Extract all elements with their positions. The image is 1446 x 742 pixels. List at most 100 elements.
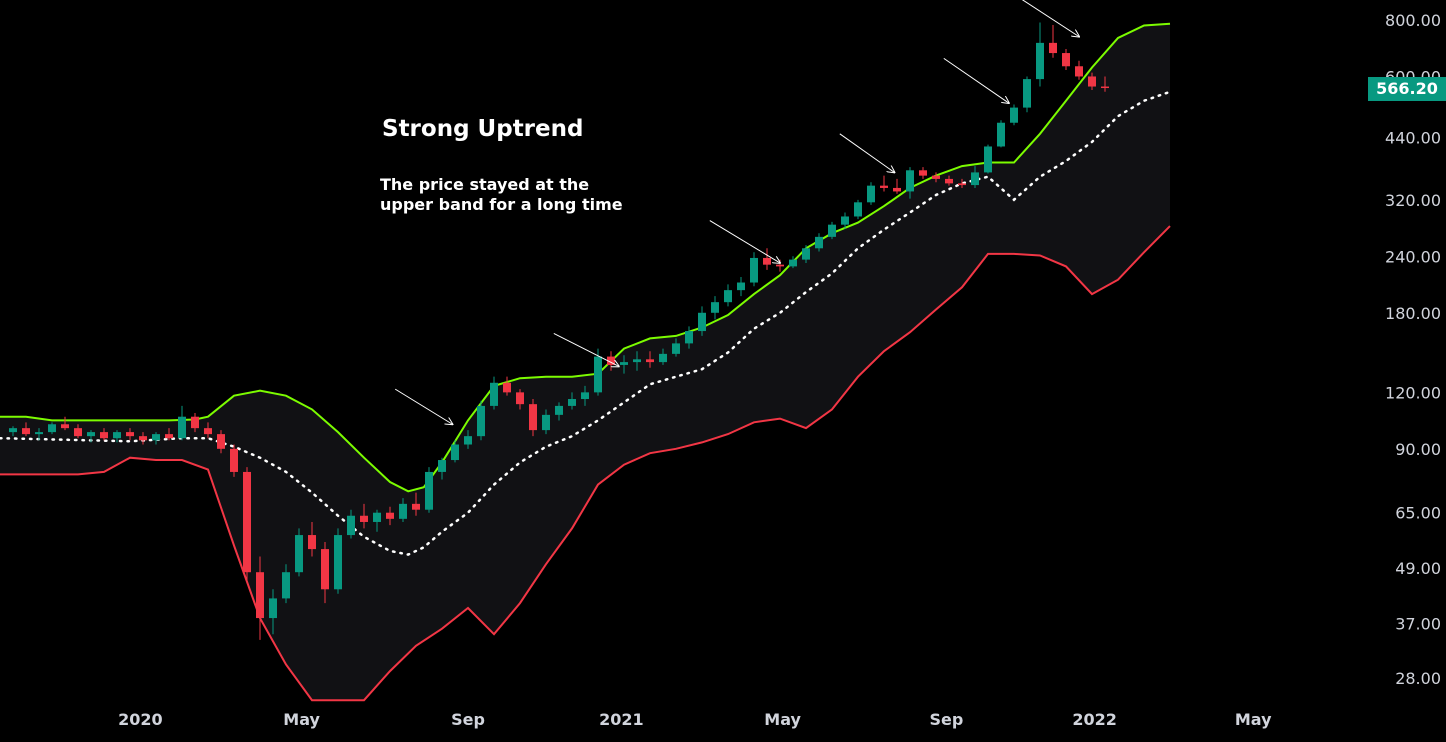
candle-body: [126, 432, 134, 437]
candle-body: [425, 471, 433, 510]
candle-body: [256, 572, 264, 619]
annotation-arrow: [709, 220, 780, 263]
last-price-badge: 566.20: [1368, 77, 1446, 101]
candle-body: [984, 146, 992, 173]
candle-body: [9, 428, 17, 433]
candle-body: [451, 444, 459, 461]
candle-body: [295, 535, 303, 573]
candle-body: [1049, 42, 1057, 54]
candle-body: [113, 432, 121, 439]
candle-body: [555, 405, 563, 415]
candle-body: [880, 185, 888, 188]
annotation-arrow: [943, 57, 1009, 103]
upper-band-line: [0, 22, 1171, 493]
candle-body: [282, 572, 290, 599]
candle-body: [217, 434, 225, 449]
candle-body: [100, 432, 108, 439]
annotation-title: Strong Uptrend: [382, 116, 584, 142]
candle-body: [672, 343, 680, 354]
candle-body: [490, 382, 498, 406]
y-tick-label: 180.00: [1385, 304, 1441, 323]
candle-body: [919, 170, 927, 176]
candle-body: [139, 436, 147, 441]
y-tick-label: 320.00: [1385, 191, 1441, 210]
annotation-arrow: [553, 333, 619, 366]
y-tick-label: 28.00: [1395, 669, 1441, 688]
candle-body: [516, 392, 524, 405]
candle-body: [789, 259, 797, 267]
candle-body: [646, 359, 654, 363]
candle-body: [74, 428, 82, 437]
candle-body: [165, 434, 173, 439]
candle-body: [659, 353, 667, 363]
candle-body: [373, 512, 381, 522]
candle-body: [48, 424, 56, 433]
y-tick-label: 37.00: [1395, 614, 1441, 633]
candle-body: [529, 404, 537, 431]
annotation-arrow: [394, 388, 452, 424]
candle-body: [22, 428, 30, 435]
candle-body: [230, 448, 238, 472]
candle-body: [620, 362, 628, 365]
candle-body: [867, 185, 875, 203]
candle-body: [1036, 42, 1044, 80]
candle-body: [763, 257, 771, 265]
candle-body: [269, 598, 277, 619]
candle-body: [191, 416, 199, 429]
candle-body: [581, 392, 589, 400]
candle-body: [685, 331, 693, 344]
candle-body: [711, 302, 719, 313]
band-fill: [0, 23, 1170, 701]
candle-body: [438, 460, 446, 472]
candle-body: [633, 359, 641, 363]
candle-body: [360, 515, 368, 522]
candle-body: [1101, 86, 1109, 89]
candle-body: [35, 432, 43, 435]
candle-body: [750, 257, 758, 283]
candle-body: [776, 264, 784, 267]
x-tick-label: May: [1235, 710, 1272, 729]
candle-body: [841, 216, 849, 225]
candle-body: [737, 282, 745, 291]
y-tick-label: 800.00: [1385, 11, 1441, 30]
candle-body: [802, 248, 810, 260]
x-tick-label: Sep: [929, 710, 963, 729]
lower-band-line: [0, 225, 1171, 702]
candle-body: [932, 175, 940, 179]
candle-body: [997, 122, 1005, 147]
candle-body: [399, 503, 407, 519]
x-tick-label: 2022: [1072, 710, 1117, 729]
x-tick-label: 2021: [599, 710, 644, 729]
y-tick-label: 240.00: [1385, 247, 1441, 266]
candle-body: [893, 187, 901, 192]
x-tick-label: 2020: [118, 710, 163, 729]
x-tick-label: May: [764, 710, 801, 729]
candle-body: [178, 416, 186, 439]
candle-body: [971, 172, 979, 186]
candle-body: [412, 503, 420, 510]
y-tick-label: 49.00: [1395, 559, 1441, 578]
middle-band-line: [0, 90, 1172, 556]
candle-body: [308, 535, 316, 550]
y-tick-label: 120.00: [1385, 383, 1441, 402]
candle-body: [724, 290, 732, 303]
annotation-line-1: The price stayed at the: [380, 175, 590, 194]
candle-body: [334, 535, 342, 590]
candle-body: [1023, 79, 1031, 108]
candle-body: [594, 356, 602, 393]
candle-body: [815, 236, 823, 249]
candle-body: [386, 512, 394, 519]
candle-body: [477, 405, 485, 437]
candle-body: [1010, 107, 1018, 123]
candle-body: [698, 312, 706, 332]
annotation-text: The price stayed at the upper band for a…: [380, 175, 680, 215]
candle-body: [828, 224, 836, 237]
x-tick-label: May: [283, 710, 320, 729]
candle-body: [464, 436, 472, 445]
annotation-arrow: [839, 133, 895, 173]
candle-body: [152, 434, 160, 441]
candle-body: [542, 414, 550, 431]
candle-body: [1075, 66, 1083, 77]
